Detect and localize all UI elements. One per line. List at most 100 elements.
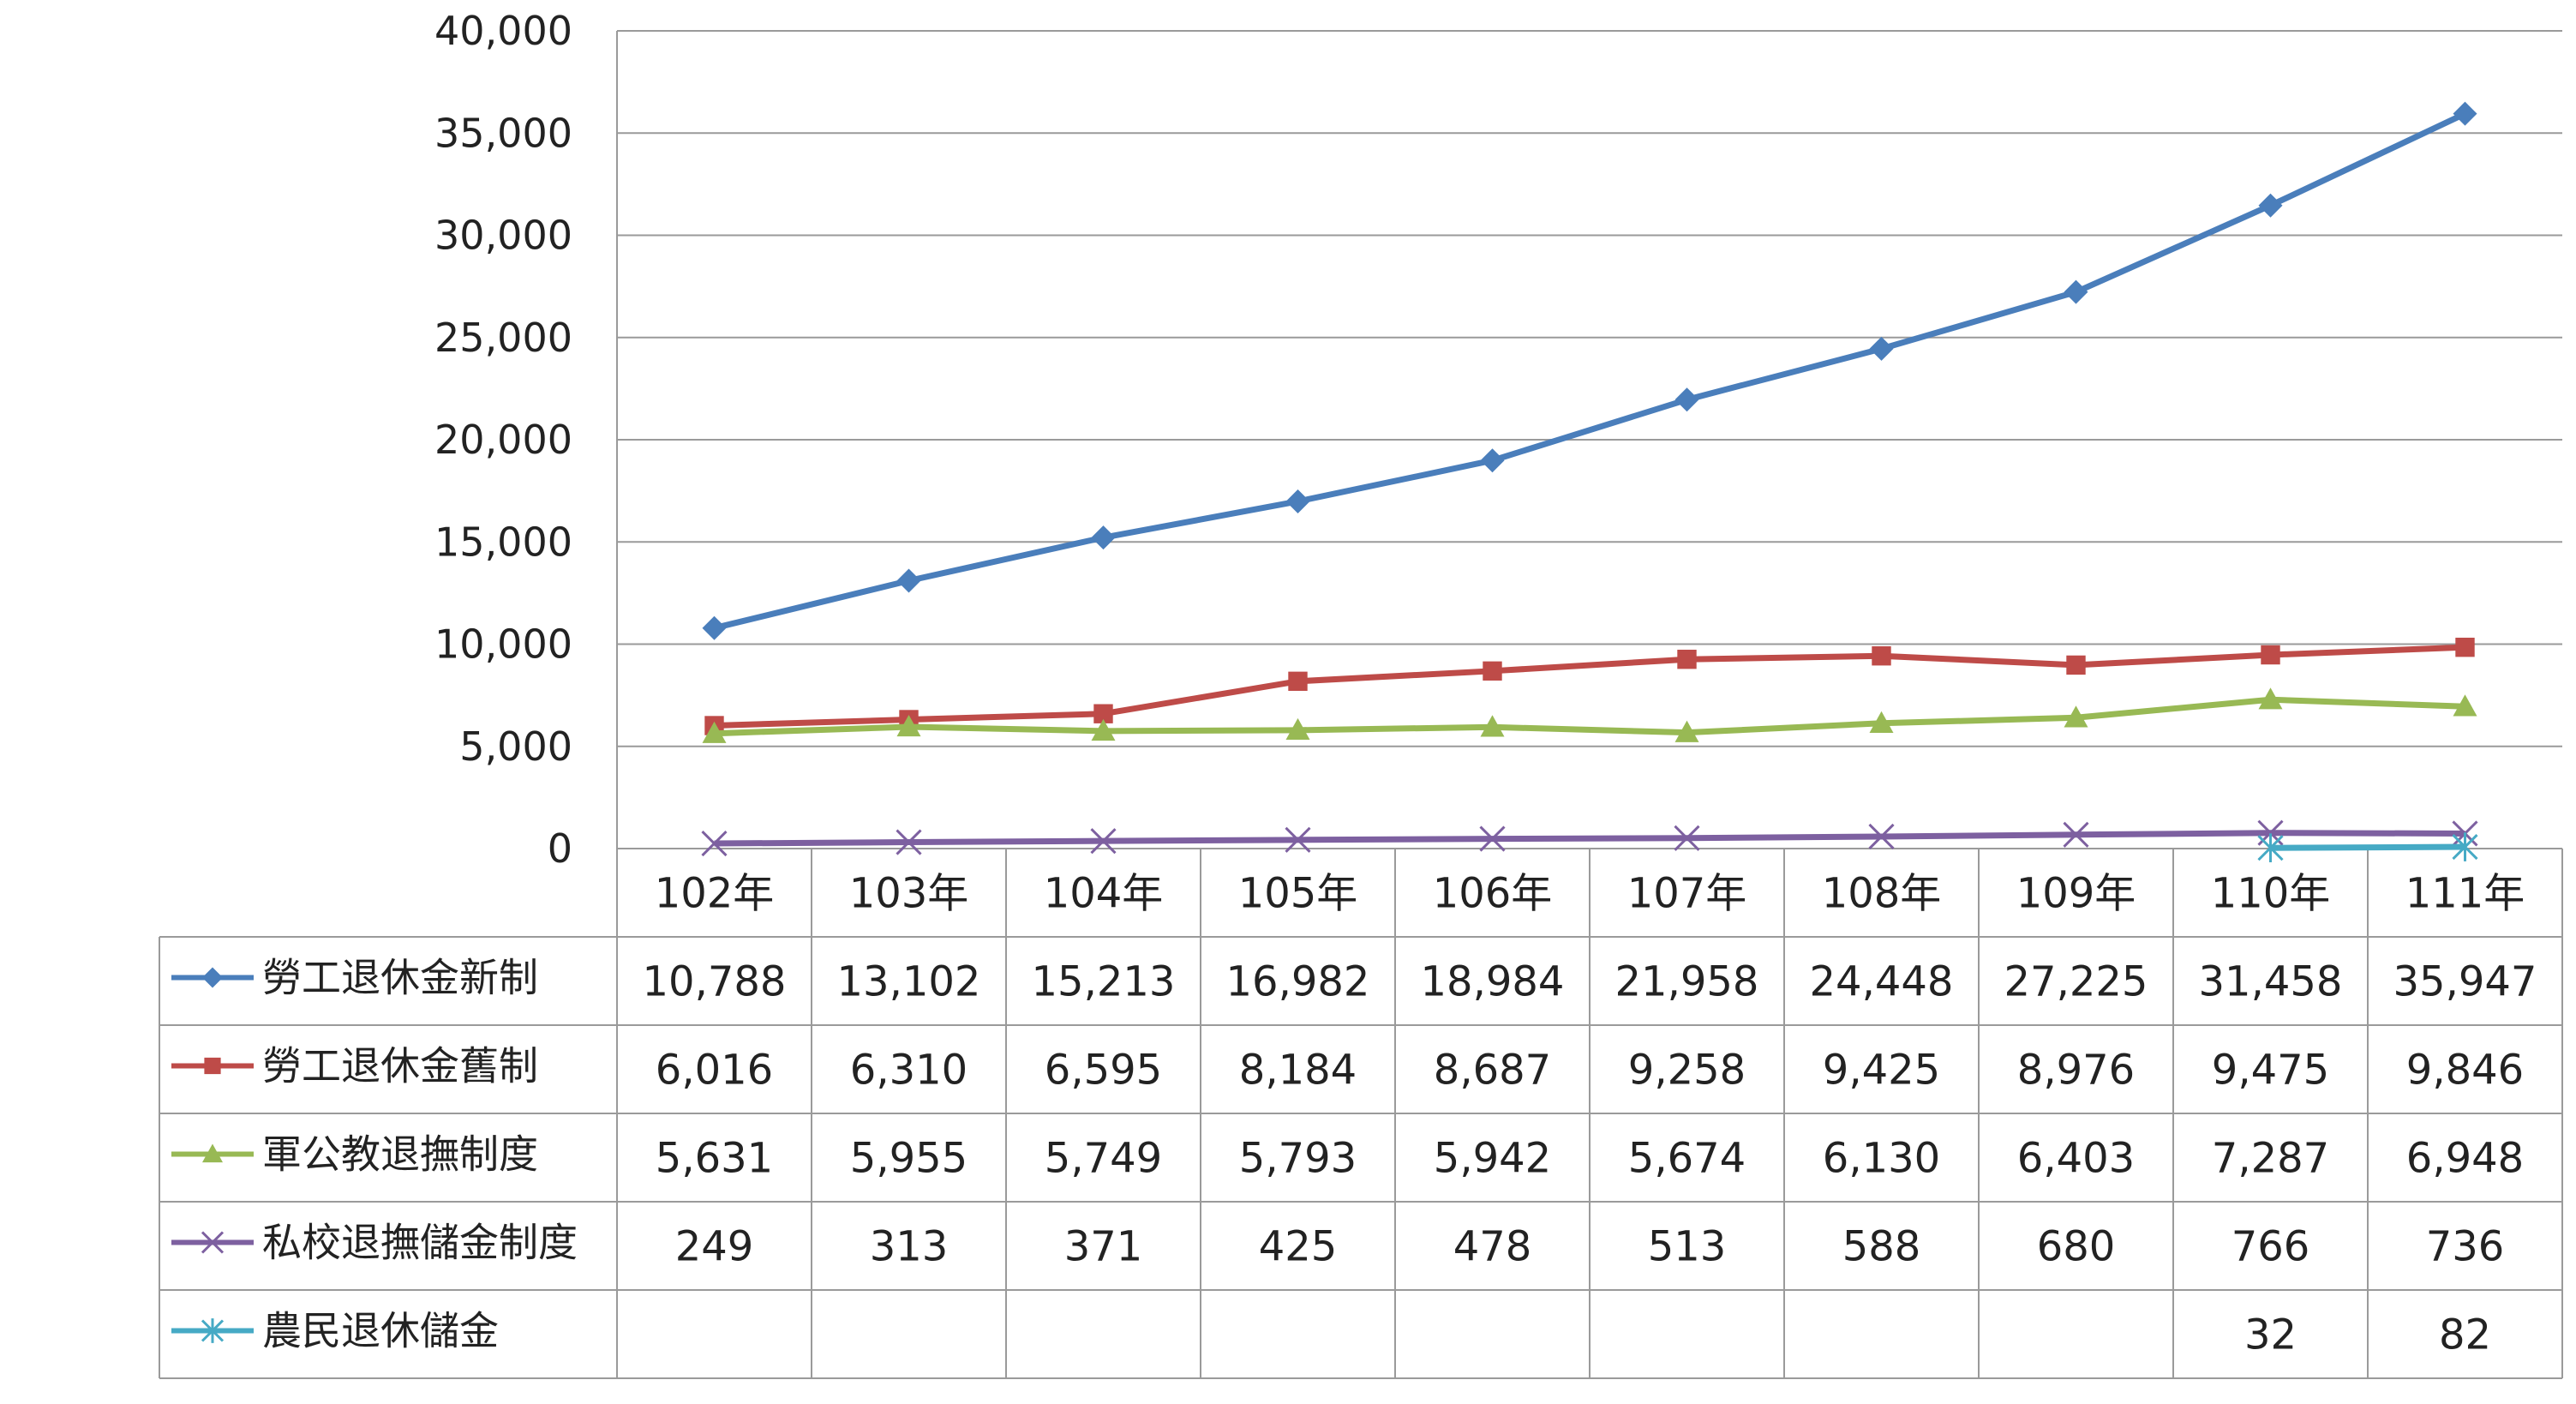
data-point — [2452, 832, 2478, 861]
table-cell-value: 249 — [675, 1223, 754, 1271]
table-cell-value: 18,984 — [1421, 958, 1565, 1006]
table-cell-value: 9,475 — [2212, 1047, 2329, 1095]
data-point — [1480, 715, 1505, 737]
y-tick-label: 0 — [548, 825, 572, 872]
table-cell-value: 766 — [2232, 1223, 2310, 1271]
table-cell-value: 24,448 — [1810, 958, 1954, 1006]
table-cell-value: 5,749 — [1045, 1135, 1162, 1183]
table-cell-value: 16,982 — [1226, 958, 1370, 1006]
series-line — [713, 111, 2466, 632]
data-point — [1479, 825, 1506, 852]
table-cell-value: 371 — [1064, 1223, 1143, 1271]
table-cell-value: 8,184 — [1239, 1047, 1357, 1095]
data-point — [896, 714, 921, 737]
data-point — [1091, 525, 1116, 550]
y-axis-ticks: 0 5,000 10,000 15,000 20,000 25,000 30,000 35,0… — [434, 8, 572, 872]
series-name-label: 軍公教退撫制度 — [262, 1131, 538, 1178]
data-point — [2258, 193, 2283, 218]
legend-key-marker — [202, 967, 223, 988]
legend-key-marker — [201, 1318, 225, 1343]
table-cell-value: 588 — [1842, 1223, 1921, 1271]
legend-key-marker — [201, 1231, 225, 1254]
series-name-label: 勞工退休金新制 — [262, 955, 538, 1001]
data-point — [2455, 637, 2475, 657]
table-cell-value: 15,213 — [1032, 958, 1176, 1006]
x-tick-label: 106年 — [1433, 870, 1553, 918]
table-cell-value: 32 — [2244, 1311, 2297, 1359]
table-cell-value: 5,631 — [656, 1135, 773, 1183]
data-point — [896, 568, 921, 593]
series-name-label: 勞工退休金舊制 — [262, 1043, 538, 1089]
table-cell-value: 736 — [2426, 1223, 2505, 1271]
data-point — [1869, 711, 1894, 733]
table-cell-value: 10,788 — [643, 958, 787, 1006]
x-tick-label: 102年 — [655, 870, 775, 918]
y-tick-label: 40,000 — [434, 8, 572, 54]
series-line — [2270, 843, 2465, 851]
table-cell-value: 82 — [2439, 1311, 2491, 1359]
data-point — [702, 615, 727, 640]
data-point — [2257, 833, 2284, 863]
data-point — [1288, 671, 1308, 692]
table-cell-value: 9,425 — [1823, 1047, 1940, 1095]
y-tick-label: 30,000 — [434, 213, 572, 259]
y-tick-label: 25,000 — [434, 315, 572, 361]
table-cell-value: 478 — [1453, 1223, 1532, 1271]
data-table: 102年 103年 104年 105年 106年 107年 108年 109年 110年 111年… — [159, 849, 2563, 1379]
x-tick-label: 107年 — [1627, 870, 1747, 918]
table-cell-value: 31,458 — [2199, 958, 2343, 1006]
data-point — [2063, 821, 2089, 848]
data-point — [2453, 694, 2477, 717]
table-cell-value: 6,948 — [2406, 1135, 2524, 1183]
series-line — [714, 696, 2465, 737]
data-point — [2261, 645, 2280, 665]
table-cell-value: 6,130 — [1823, 1135, 1940, 1183]
table-cell-value: 21,958 — [1615, 958, 1759, 1006]
data-point — [2064, 705, 2088, 728]
x-tick-label: 103年 — [849, 870, 969, 918]
data-point — [1480, 448, 1505, 473]
data-point — [2453, 101, 2477, 126]
y-tick-label: 15,000 — [434, 519, 572, 565]
table-cell-value: 680 — [2037, 1223, 2116, 1271]
data-point — [1674, 825, 1700, 851]
data-point — [702, 721, 727, 743]
x-tick-label: 105年 — [1238, 870, 1358, 918]
table-cell-value: 35,947 — [2393, 958, 2537, 1006]
y-tick-label: 20,000 — [434, 417, 572, 463]
table-cell-value: 313 — [870, 1223, 949, 1271]
table-cell-value: 8,976 — [2017, 1047, 2135, 1095]
data-point — [1483, 661, 1502, 681]
table-cell-value: 27,225 — [2004, 958, 2148, 1006]
data-point — [1674, 387, 1699, 412]
table-cell-value: 425 — [1259, 1223, 1338, 1271]
series-name-label: 農民退休儲金 — [262, 1308, 499, 1354]
x-tick-label: 104年 — [1044, 870, 1164, 918]
data-point — [1868, 823, 1895, 850]
data-point — [1285, 826, 1311, 853]
series-name-label: 私校退撫儲金制度 — [262, 1220, 578, 1266]
gridlines — [616, 30, 2562, 849]
legend-key-marker — [204, 1057, 221, 1075]
table-cell-value: 6,310 — [850, 1047, 967, 1095]
x-tick-label: 108年 — [1822, 870, 1942, 918]
legend-key-marker — [202, 1143, 223, 1163]
table-cell-value: 513 — [1648, 1223, 1727, 1271]
table-cell-value: 13,102 — [837, 958, 981, 1006]
data-point — [1093, 704, 1113, 723]
data-point — [1674, 720, 1699, 742]
data-point — [1090, 828, 1117, 855]
y-tick-label: 35,000 — [434, 110, 572, 156]
table-cell-value: 5,955 — [850, 1135, 967, 1183]
table-cell-value: 9,258 — [1628, 1047, 1746, 1095]
data-point — [1677, 649, 1697, 669]
table-cell-value: 7,287 — [2212, 1135, 2329, 1183]
table-cell-value: 8,687 — [1434, 1047, 1551, 1095]
data-point — [1285, 489, 1310, 513]
table-cell-value: 5,674 — [1628, 1135, 1746, 1183]
table-cell-value: 6,016 — [656, 1047, 773, 1095]
table-cell-value: 5,942 — [1434, 1135, 1551, 1183]
data-point — [701, 831, 728, 857]
table-cell-value: 5,793 — [1239, 1135, 1357, 1183]
